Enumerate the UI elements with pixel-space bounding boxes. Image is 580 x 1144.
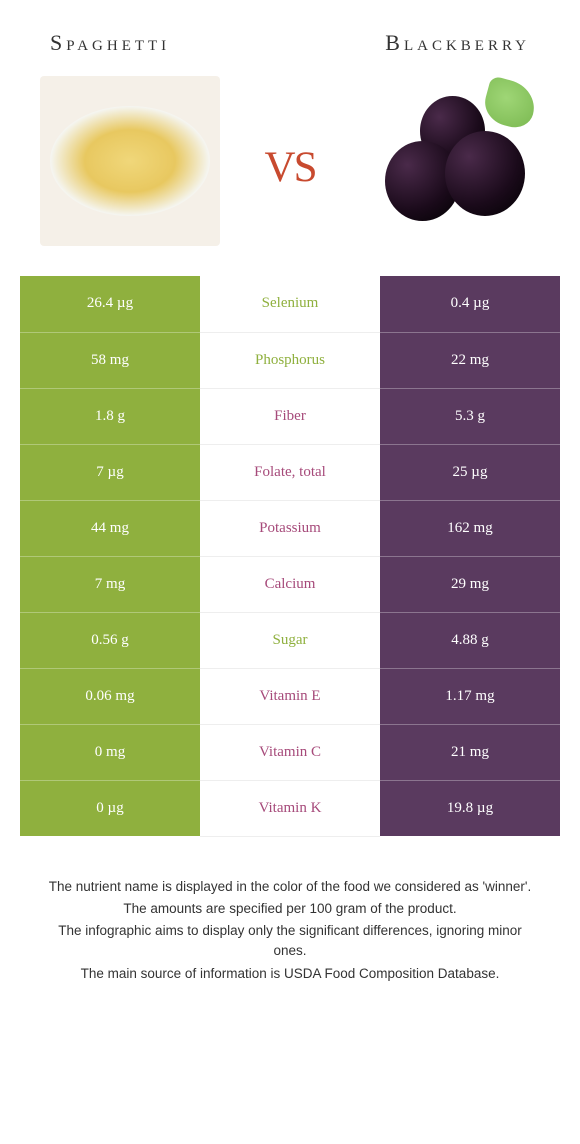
nutrient-name-cell: Vitamin C xyxy=(200,724,380,780)
left-value-cell: 26.4 µg xyxy=(20,276,200,332)
spaghetti-image xyxy=(40,76,220,246)
right-value-cell: 5.3 g xyxy=(380,388,560,444)
leaf-icon xyxy=(480,75,540,131)
table-row: 44 mgPotassium162 mg xyxy=(20,500,560,556)
images-row: vs xyxy=(20,76,560,276)
vs-label: vs xyxy=(265,126,316,197)
nutrient-name-cell: Fiber xyxy=(200,388,380,444)
right-value-cell: 19.8 µg xyxy=(380,780,560,836)
right-value-cell: 29 mg xyxy=(380,556,560,612)
nutrient-name-cell: Sugar xyxy=(200,612,380,668)
nutrient-name-cell: Vitamin K xyxy=(200,780,380,836)
food-right-title: Blackberry xyxy=(385,30,530,56)
header: Spaghetti Blackberry xyxy=(20,30,560,76)
nutrient-table: 26.4 µgSelenium0.4 µg58 mgPhosphorus22 m… xyxy=(20,276,560,837)
table-row: 26.4 µgSelenium0.4 µg xyxy=(20,276,560,332)
nutrient-name-cell: Vitamin E xyxy=(200,668,380,724)
footer-line: The main source of information is USDA F… xyxy=(40,964,540,984)
left-value-cell: 0.56 g xyxy=(20,612,200,668)
nutrient-name-cell: Calcium xyxy=(200,556,380,612)
table-row: 0.06 mgVitamin E1.17 mg xyxy=(20,668,560,724)
nutrient-name-cell: Folate, total xyxy=(200,444,380,500)
nutrient-name-cell: Phosphorus xyxy=(200,332,380,388)
footer-notes: The nutrient name is displayed in the co… xyxy=(20,837,560,1006)
left-value-cell: 1.8 g xyxy=(20,388,200,444)
footer-line: The nutrient name is displayed in the co… xyxy=(40,877,540,897)
table-row: 0 µgVitamin K19.8 µg xyxy=(20,780,560,836)
spaghetti-plate-icon xyxy=(50,106,210,216)
nutrient-name-cell: Selenium xyxy=(200,276,380,332)
blackberry-image xyxy=(360,76,540,246)
infographic-container: Spaghetti Blackberry vs 26.4 µgSelenium0… xyxy=(0,0,580,1026)
table-row: 58 mgPhosphorus22 mg xyxy=(20,332,560,388)
left-value-cell: 58 mg xyxy=(20,332,200,388)
left-value-cell: 0.06 mg xyxy=(20,668,200,724)
nutrient-name-cell: Potassium xyxy=(200,500,380,556)
right-value-cell: 0.4 µg xyxy=(380,276,560,332)
nutrient-tbody: 26.4 µgSelenium0.4 µg58 mgPhosphorus22 m… xyxy=(20,276,560,836)
table-row: 0 mgVitamin C21 mg xyxy=(20,724,560,780)
right-value-cell: 162 mg xyxy=(380,500,560,556)
food-left-title: Spaghetti xyxy=(50,30,170,56)
right-value-cell: 21 mg xyxy=(380,724,560,780)
right-value-cell: 4.88 g xyxy=(380,612,560,668)
left-value-cell: 7 µg xyxy=(20,444,200,500)
table-row: 7 µgFolate, total25 µg xyxy=(20,444,560,500)
footer-line: The infographic aims to display only the… xyxy=(40,921,540,962)
right-value-cell: 25 µg xyxy=(380,444,560,500)
table-row: 7 mgCalcium29 mg xyxy=(20,556,560,612)
footer-line: The amounts are specified per 100 gram o… xyxy=(40,899,540,919)
table-row: 1.8 gFiber5.3 g xyxy=(20,388,560,444)
right-value-cell: 22 mg xyxy=(380,332,560,388)
berry-icon xyxy=(445,131,525,216)
right-value-cell: 1.17 mg xyxy=(380,668,560,724)
left-value-cell: 44 mg xyxy=(20,500,200,556)
left-value-cell: 0 µg xyxy=(20,780,200,836)
left-value-cell: 7 mg xyxy=(20,556,200,612)
table-row: 0.56 gSugar4.88 g xyxy=(20,612,560,668)
left-value-cell: 0 mg xyxy=(20,724,200,780)
